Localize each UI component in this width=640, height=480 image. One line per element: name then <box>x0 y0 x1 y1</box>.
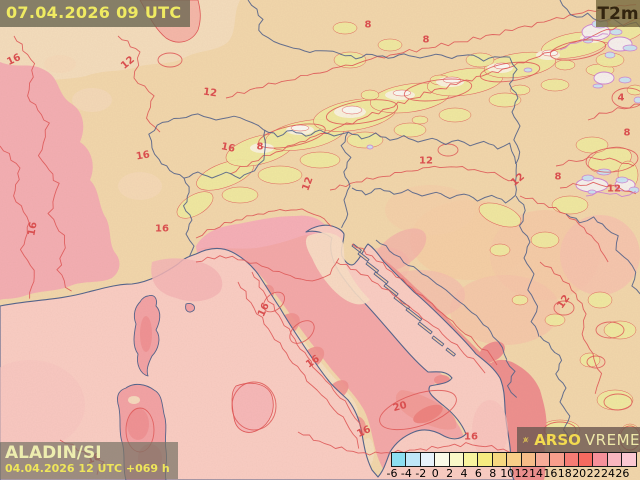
colorbar-swatch <box>622 453 636 466</box>
colorbar-swatch <box>492 453 507 466</box>
colorbar-tick-label: 12 <box>514 467 529 480</box>
colorbar-tick-label: 22 <box>586 467 601 480</box>
model-info-box: ALADIN/SI 04.04.2026 12 UTC +069 h <box>0 442 178 479</box>
colorbar-swatch <box>463 453 478 466</box>
validity-time-label: 07.04.2026 09 UTC <box>0 0 191 27</box>
colorbar-tick-label: 24 <box>601 467 615 480</box>
colorbar-tick-label: 26 <box>615 467 630 480</box>
colorbar-swatch <box>535 453 550 466</box>
colorbar-swatch <box>593 453 607 466</box>
colorbar-swatch <box>564 453 579 466</box>
temperature-colorbar: -6 -4 -2 0 2 4 6 8 10 12 14 16 18 20 22 24 26 <box>387 452 638 480</box>
parameter-label: T2m <box>596 0 640 27</box>
colorbar-tick-label: 14 <box>529 467 543 480</box>
colorbar-tick-label: 16 <box>543 467 558 480</box>
brand-box: ARSO VREME <box>517 427 640 452</box>
colorbar-swatch <box>579 453 593 466</box>
colorbar-swatch <box>435 453 449 466</box>
colorbar-tick-label: 4 <box>460 467 468 480</box>
colorbar-swatch <box>406 453 420 466</box>
colorbar-tick-label: 2 <box>446 467 454 480</box>
colorbar-tick-label: 10 <box>500 467 515 480</box>
colorbar-swatch <box>449 453 463 466</box>
colorbar-swatch <box>392 453 406 466</box>
colorbar-tick-label: 0 <box>431 467 439 480</box>
colorbar-tick-label: 8 <box>489 467 497 480</box>
colorbar-tick-label: -2 <box>415 467 427 480</box>
temperature-colorbar-swatches <box>391 452 637 467</box>
arso-sun-logo-icon <box>522 436 529 443</box>
colorbar-swatch <box>478 453 492 466</box>
colorbar-tick-label: 6 <box>474 467 482 480</box>
brand-arso-label: ARSO <box>534 430 581 449</box>
colorbar-tick-label: 20 <box>572 467 587 480</box>
colorbar-swatch <box>507 453 521 466</box>
model-run-label: 04.04.2026 12 UTC +069 h <box>5 462 170 475</box>
colorbar-swatch <box>550 453 564 466</box>
brand-vreme-label: VREME <box>584 430 640 449</box>
colorbar-tick-label: 18 <box>557 467 572 480</box>
model-name-label: ALADIN/SI <box>5 443 102 463</box>
colorbar-swatch <box>420 453 435 466</box>
temperature-colorbar-ticks: -6 -4 -2 0 2 4 6 8 10 12 14 16 18 20 22 24 26 <box>387 467 638 480</box>
colorbar-tick-label: -4 <box>400 467 412 480</box>
colorbar-tick-label: -6 <box>386 467 398 480</box>
colorbar-swatch <box>607 453 622 466</box>
colorbar-swatch <box>521 453 535 466</box>
